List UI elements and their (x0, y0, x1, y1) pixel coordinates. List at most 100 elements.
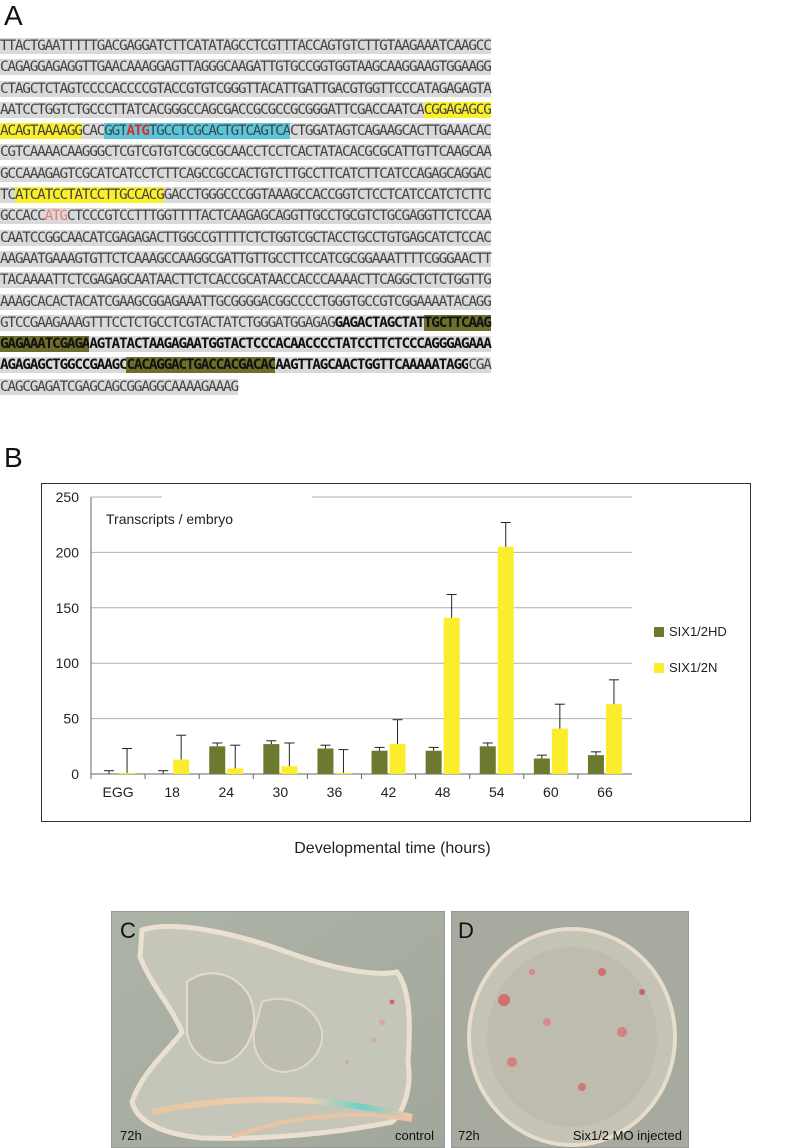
sequence-segment: CAGAGGAGAGGTTGAACAAAGGAGTTAGGGCAAGATTGTG… (0, 59, 492, 76)
sequence-line: ACAGTAAAAGGCACGGTATGTGCCTCGCACTGTCAGTCAC… (0, 121, 785, 142)
sequence-line: AAGAATGAAAGTGTTCTCAAAGCCAAGGCGATTGTTGCCT… (0, 249, 785, 270)
sequence-line: AGAGAGCTGGCCGAAGCCACAGGACTGACCACGACACAAG… (0, 355, 785, 376)
x-tick-label: 48 (435, 784, 451, 800)
sequence-segment: TGCTTCAAG (423, 314, 492, 331)
photo-control-embryo: C 72h control (111, 911, 445, 1148)
embryo-drawing-control (112, 912, 444, 1147)
sequence-segment: CGA (468, 357, 492, 374)
sequence-line: GAGAAATCGAGAAGTATACTAAGAGAATGGTACTCCCACA… (0, 334, 785, 355)
sequence-segment: CGGAGAGCG (423, 101, 492, 118)
bar-six1-2hd (317, 748, 334, 774)
x-tick-label: 36 (327, 784, 343, 800)
x-tick-label: 24 (218, 784, 234, 800)
sequence-line: CTAGCTCTAGTCCCCACCCCGTACCGTGTCGGGTTACATT… (0, 79, 785, 100)
photo-d-caption: Six1/2 MO injected (572, 1128, 682, 1143)
sequence-line: AAAGCACACTACATCGAAGCGGAGAAATTGCGGGGACGGC… (0, 292, 785, 313)
bar-six1-2n (443, 617, 460, 774)
chart-frame: 0 50 100 150 200 250 Transcripts / embryo EGG 18… (41, 483, 751, 822)
sequence-segment: CGTCAAAACAAGGGCTCGTCGTGTCGCGCGCAACCTCCTC… (0, 144, 492, 161)
bar-six1-2n (173, 759, 190, 774)
bar-six1-2n (497, 546, 514, 774)
sequence-segment: TC (0, 187, 16, 204)
y-tick-label: 0 (71, 766, 79, 782)
photo-morphant-embryo: D 72h Six1/2 MO injected (451, 911, 689, 1148)
sequence-line: AATCCTGGTCTGCCCTTATCACGGGCCAGCGACCGCGCCG… (0, 100, 785, 121)
sequence-segment: CAC (81, 123, 105, 140)
bar-six1-2hd (587, 755, 604, 774)
bar-six1-2n (281, 766, 298, 774)
y-tick-label: 250 (56, 489, 80, 505)
bar-six1-2hd (209, 746, 226, 774)
x-tick-label: 54 (489, 784, 505, 800)
y-tick-label: 200 (56, 544, 80, 560)
sequence-segment: CAATCCGGCAACATCGAGAGACTTGGCCGTTTTCTCTGGT… (0, 229, 492, 246)
x-tick-label: 42 (381, 784, 397, 800)
sequence-segment: GTCCGAAGAAAGTTTCCTCTGCCTCGTACTATCTGGGATG… (0, 314, 336, 331)
x-axis-label: Developmental time (hours) (294, 840, 491, 857)
chart-annotation: Transcripts / embryo (106, 511, 233, 527)
y-tick-label: 100 (56, 655, 80, 671)
photo-c-caption: control (394, 1128, 434, 1143)
x-tick-label: 60 (543, 784, 559, 800)
sequence-segment: TACAAAATTCTCGAGAGCAATAACTTCTCACCGCATAACC… (0, 272, 492, 289)
sequence-segment: ATG (44, 208, 68, 225)
sequence-segment: CACAGGACTGACCACGACAC (126, 357, 276, 374)
legend-swatch (654, 663, 664, 673)
panel-label-a: A (4, 0, 23, 31)
photo-c-label: C (120, 918, 136, 943)
sequence-line: GCCACCATGCTCCCGTCCTTTGGTTTTACTCAAGAGCAGG… (0, 206, 785, 227)
bar-chart: 0 50 100 150 200 250 Transcripts / embryo EGG 18… (56, 489, 727, 800)
sequence-line: CGTCAAAACAAGGGCTCGTCGTGTCGCGCGCAACCTCCTC… (0, 142, 785, 163)
sequence-segment: CTCCCGTCCTTTGGTTTTACTCAAGAGCAGGTTGCCTGCG… (66, 208, 492, 225)
sequence-segment: ATCATCCTATCCTTGCCACG (14, 187, 165, 204)
legend-label: SIX1/2HD (669, 624, 727, 639)
photo-c-time: 72h (120, 1128, 142, 1143)
sequence-line: GTCCGAAGAAAGTTTCCTCTGCCTCGTACTATCTGGGATG… (0, 313, 785, 334)
x-tick-label: 66 (597, 784, 613, 800)
sequence-line: TCATCATCCTATCCTTGCCACGGACCTGGGCCCGGTAAAG… (0, 185, 785, 206)
sequence-line: GCCAAAGAGTCGCATCATCCTCTTCAGCCGCCACTGTCTT… (0, 164, 785, 185)
embryo-drawing-morphant (452, 912, 688, 1147)
sequence-segment: GCCAAAGAGTCGCATCATCCTCTTCAGCCGCCACTGTCTT… (0, 165, 492, 182)
bar-six1-2n (119, 772, 136, 774)
sequence-segment: CTAGCTCTAGTCCCCACCCCGTACCGTGTCGGGTTACATT… (0, 80, 492, 97)
bar-six1-2hd (371, 750, 388, 774)
sequence-segment: ACAGTAAAAGG (0, 123, 83, 140)
x-tick-label: 18 (164, 784, 180, 800)
bar-six1-2n (605, 704, 622, 774)
bar-six1-2n (389, 744, 406, 774)
sequence-segment: AAAGCACACTACATCGAAGCGGAGAAATTGCGGGGACGGC… (0, 293, 492, 310)
photo-d-time: 72h (458, 1128, 480, 1143)
sequence-line: TACAAAATTCTCGAGAGCAATAACTTCTCACCGCATAACC… (0, 270, 785, 291)
sequence-segment: AGTATACTAAGAGAATGGTACTCCCACAACCCCTATCCTT… (89, 336, 492, 353)
sequence-segment: GCCACC (0, 208, 46, 225)
sequence-line: TTACTGAATTTTTGACGAGGATCTTCATATAGCCTCGTTT… (0, 36, 785, 57)
sequence-segment: ATG (126, 123, 150, 140)
bar-six1-2hd (263, 744, 280, 774)
x-tick-label: EGG (102, 784, 133, 800)
sequence-segment: AGAGAGCTGGCCGAAGC (0, 357, 128, 374)
y-tick-label: 50 (63, 711, 79, 727)
sequence-segment: GGT (104, 123, 128, 140)
sequence-segment: TTACTGAATTTTTGACGAGGATCTTCATATAGCCTCGTTT… (0, 38, 492, 54)
sequence-segment: TGCCTCGCACTGTCAGTCA (148, 123, 291, 140)
sequence-line: CAGCGAGATCGAGCAGCGGAGGCAAAAGAAAG (0, 377, 785, 398)
bar-six1-2hd (425, 750, 442, 774)
sequence-segment: AAGAATGAAAGTGTTCTCAAAGCCAAGGCGATTGTTGCCT… (0, 250, 492, 267)
bar-six1-2hd (479, 746, 496, 774)
sequence-segment: GAGACTAGCTAT (334, 314, 425, 331)
sequence-line: CAATCCGGCAACATCGAGAGACTTGGCCGTTTTCTCTGGT… (0, 228, 785, 249)
sequence-line: CAGAGGAGAGGTTGAACAAAGGAGTTAGGGCAAGATTGTG… (0, 57, 785, 78)
sequence-segment: CTGGATAGTCAGAAGCACTTGAAACAC (289, 123, 492, 140)
bar-six1-2n (227, 768, 244, 774)
sequence-segment: GACCTGGGCCCGGTAAAGCCACCGGTCTCCTCATCCATCT… (163, 187, 492, 204)
legend-label: SIX1/2N (669, 660, 717, 675)
photo-d-label: D (458, 918, 474, 943)
bar-six1-2n (335, 772, 352, 774)
x-tick-label: 30 (273, 784, 289, 800)
bar-six1-2hd (533, 758, 550, 774)
panel-label-b: B (4, 442, 23, 473)
sequence-segment: AATCCTGGTCTGCCCTTATCACGGGCCAGCGACCGCGCCG… (0, 101, 425, 118)
sequence-segment: GAGAAATCGAGA (0, 336, 90, 353)
sequence-block: TTACTGAATTTTTGACGAGGATCTTCATATAGCCTCGTTT… (0, 36, 785, 398)
